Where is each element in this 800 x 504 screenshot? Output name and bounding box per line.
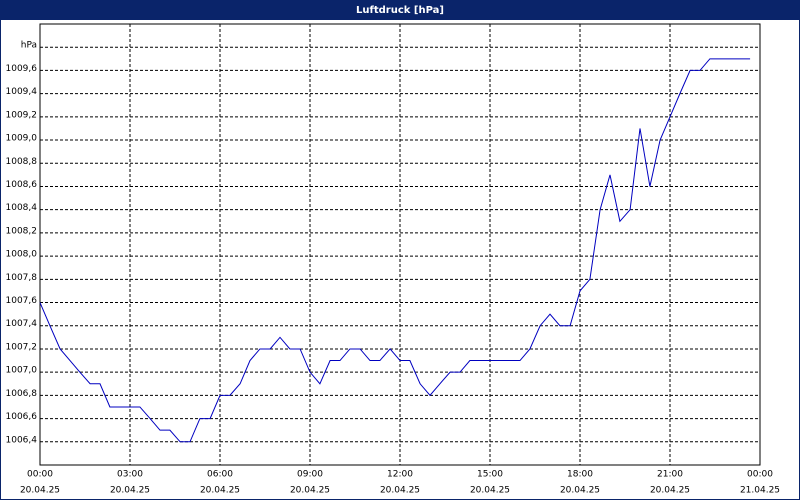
y-tick-label: 1007,4: [6, 319, 38, 329]
y-tick-label: 1008,8: [6, 157, 38, 167]
x-tick-date: 21.04.25: [740, 486, 780, 496]
y-tick-label: 1009,0: [6, 134, 38, 144]
x-tick-date: 20.04.25: [470, 486, 510, 496]
x-tick-date: 20.04.25: [20, 486, 60, 496]
y-tick-label: 1006,4: [6, 435, 38, 445]
x-tick-label: 21:00: [657, 470, 683, 480]
x-tick-label: 03:00: [117, 470, 143, 480]
y-tick-label: 1006,6: [6, 412, 38, 422]
y-tick-label: 1008,4: [6, 203, 38, 213]
title-bar: [0, 0, 800, 20]
y-tick-label: 1006,8: [6, 389, 38, 399]
x-tick-date: 20.04.25: [290, 486, 330, 496]
x-tick-label: 00:00: [747, 470, 773, 480]
y-tick-label: 1009,6: [6, 64, 38, 74]
x-tick-label: 09:00: [297, 470, 323, 480]
x-tick-date: 20.04.25: [380, 486, 420, 496]
y-tick-label: 1009,2: [6, 110, 38, 120]
chart-title: Luftdruck [hPa]: [356, 5, 444, 16]
y-tick-label: 1008,2: [6, 226, 38, 236]
y-tick-label: 1007,2: [6, 342, 38, 352]
x-tick-date: 20.04.25: [560, 486, 600, 496]
x-tick-label: 18:00: [567, 470, 593, 480]
x-tick-label: 06:00: [207, 470, 233, 480]
x-tick-label: 15:00: [477, 470, 503, 480]
x-tick-date: 20.04.25: [200, 486, 240, 496]
x-tick-label: 00:00: [27, 470, 53, 480]
x-tick-date: 20.04.25: [650, 486, 690, 496]
x-tick-label: 12:00: [387, 470, 413, 480]
y-tick-label: 1007,8: [6, 273, 38, 283]
y-tick-label: hPa: [21, 41, 37, 51]
y-tick-label: 1007,6: [6, 296, 38, 306]
y-tick-label: 1007,0: [6, 366, 38, 376]
y-tick-label: 1008,6: [6, 180, 38, 190]
y-tick-label: 1008,0: [6, 250, 38, 260]
y-tick-label: 1009,4: [6, 87, 38, 97]
data-line: [39, 58, 751, 443]
x-tick-date: 20.04.25: [110, 486, 150, 496]
